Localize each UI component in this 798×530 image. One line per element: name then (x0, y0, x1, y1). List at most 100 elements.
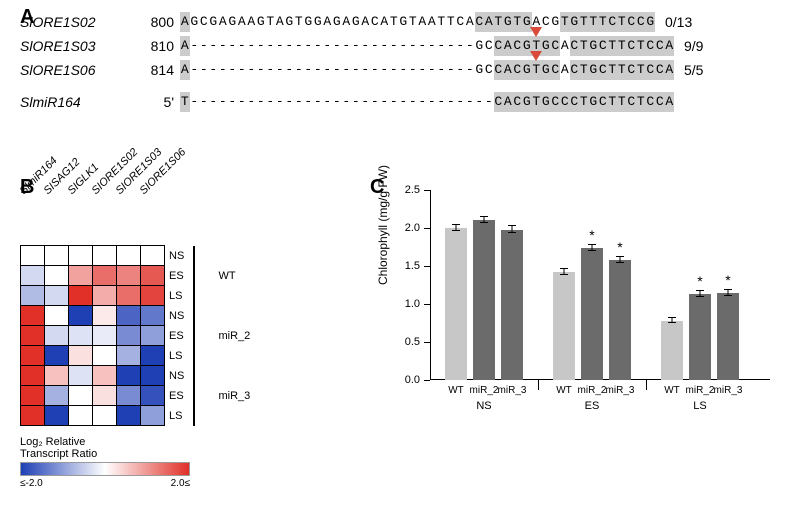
nucleotide: C (513, 36, 523, 56)
nucleotide: - (256, 36, 266, 56)
nucleotide: - (323, 36, 333, 56)
panel-b: SlmiR164SISAG12SIGLK1SIORE1S02SIORE1S03S… (20, 180, 350, 489)
nucleotide: A (503, 92, 513, 112)
error-cap (724, 295, 732, 296)
nucleotide: C (598, 36, 608, 56)
nucleotide: G (522, 60, 532, 80)
nucleotide: C (475, 12, 485, 32)
nucleotide: T (389, 12, 399, 32)
nucleotide: - (380, 92, 390, 112)
nucleotide: A (665, 92, 675, 112)
nucleotide: G (589, 36, 599, 56)
nucleotide: C (608, 12, 618, 32)
heatmap-cell (117, 306, 141, 326)
nucleotide: G (313, 12, 323, 32)
nucleotide: C (551, 36, 561, 56)
nucleotide: - (351, 92, 361, 112)
nucleotide: C (655, 92, 665, 112)
heatmap-cell (141, 406, 165, 426)
nucleotide: C (570, 60, 580, 80)
nucleotide: - (342, 36, 352, 56)
heatmap-cell (69, 406, 93, 426)
heatmap-cell (141, 266, 165, 286)
nucleotide: A (560, 36, 570, 56)
nucleotide: - (446, 92, 456, 112)
nucleotide: G (332, 12, 342, 32)
heatmap-row-label: NS (165, 366, 189, 386)
nucleotide: C (646, 60, 656, 80)
error-cap (616, 262, 624, 263)
heatmap-cell (45, 306, 69, 326)
heatmap-cell (21, 246, 45, 266)
sequence-body: A------------------------------GCCACGTGC… (180, 36, 674, 56)
y-tick-label: 1.5 (390, 260, 420, 272)
nucleotide: G (503, 12, 513, 32)
x-group-label: NS (476, 400, 491, 412)
nucleotide: - (209, 60, 219, 80)
nucleotide: C (199, 12, 209, 32)
nucleotide: - (408, 92, 418, 112)
error-cap (696, 296, 704, 297)
heatmap-cell (21, 326, 45, 346)
error-cap (508, 225, 516, 226)
error-cap (480, 216, 488, 217)
heatmap-cell (141, 306, 165, 326)
heatmap-cell (69, 326, 93, 346)
sequence-position: 800 (140, 14, 180, 30)
nucleotide: C (484, 36, 494, 56)
x-tick (538, 380, 539, 390)
heatmap-cell (21, 386, 45, 406)
y-tick-label: 2.5 (390, 184, 420, 196)
heatmap-cell (141, 386, 165, 406)
heatmap-cell (93, 406, 117, 426)
x-sample-label: WT (664, 385, 680, 396)
nucleotide: - (465, 92, 475, 112)
nucleotide: C (627, 92, 637, 112)
alignment-row: SlORE1S06814A---------------------------… (20, 58, 780, 82)
nucleotide: - (408, 36, 418, 56)
nucleotide: G (256, 12, 266, 32)
bar (661, 321, 683, 380)
nucleotide: A (418, 12, 428, 32)
nucleotide: - (380, 60, 390, 80)
heatmap-cell (93, 326, 117, 346)
nucleotide: - (237, 60, 247, 80)
x-sample-label: WT (556, 385, 572, 396)
nucleotide: A (323, 12, 333, 32)
heatmap-cell (45, 246, 69, 266)
heatmap-cell (117, 246, 141, 266)
nucleotide: - (389, 60, 399, 80)
heatmap-cell (117, 346, 141, 366)
nucleotide: C (655, 36, 665, 56)
nucleotide: - (313, 36, 323, 56)
nucleotide: G (475, 60, 485, 80)
heatmap-cell (45, 386, 69, 406)
nucleotide: - (294, 36, 304, 56)
heatmap-group-label: miR_2 (213, 306, 251, 366)
bar (717, 293, 739, 380)
heatmap-cell (117, 386, 141, 406)
nucleotide: - (190, 92, 200, 112)
nucleotide: T (579, 12, 589, 32)
nucleotide: G (475, 36, 485, 56)
heatmap-group-label: WT (213, 246, 251, 306)
nucleotide: T (608, 36, 618, 56)
heatmap-cell (93, 246, 117, 266)
nucleotide: T (617, 92, 627, 112)
x-sample-label: miR_2 (470, 385, 499, 396)
nucleotide: - (456, 36, 466, 56)
heatmap-cell (141, 326, 165, 346)
nucleotide: T (408, 12, 418, 32)
color-scale-title: Log₂ RelativeTranscript Ratio (20, 436, 190, 460)
nucleotide: C (627, 36, 637, 56)
nucleotide: - (190, 60, 200, 80)
y-tick-label: 0.5 (390, 336, 420, 348)
heatmap-cell (21, 286, 45, 306)
nucleotide: - (294, 92, 304, 112)
nucleotide: - (209, 92, 219, 112)
cleavage-marker-icon (530, 51, 542, 61)
nucleotide: - (370, 92, 380, 112)
heatmap-cell (21, 306, 45, 326)
heatmap-cell (117, 406, 141, 426)
nucleotide: - (313, 92, 323, 112)
